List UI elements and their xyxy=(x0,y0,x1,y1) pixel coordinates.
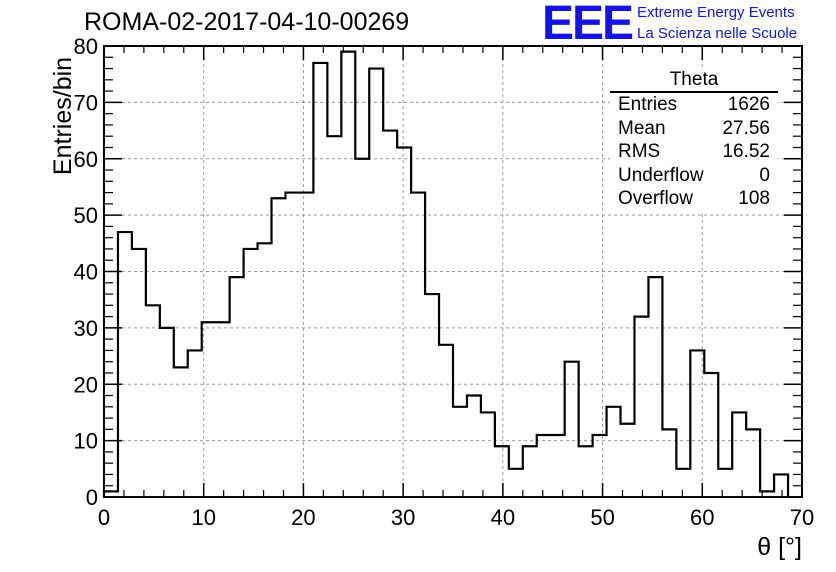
logo-caption-line2: La Scienza nelle Scuole xyxy=(637,25,798,42)
histogram-bin xyxy=(439,345,453,497)
histogram-bin xyxy=(411,193,425,497)
histogram-bin xyxy=(258,243,272,497)
histogram-bin xyxy=(285,193,299,497)
histogram-bin xyxy=(383,131,397,497)
histogram-bin xyxy=(718,469,732,497)
x-tick-label: 40 xyxy=(491,505,515,530)
histogram-bin xyxy=(579,446,593,497)
y-tick-label: 0 xyxy=(86,485,98,510)
histogram-bin xyxy=(648,277,662,497)
histogram-series xyxy=(102,50,790,497)
stats-value: 16.52 xyxy=(722,141,770,162)
histogram-bin xyxy=(676,469,690,497)
x-tick-label: 0 xyxy=(98,505,110,530)
y-tick-label: 30 xyxy=(74,316,98,341)
axis-ticks xyxy=(103,45,803,498)
histogram-bin xyxy=(132,249,146,497)
stats-row: RMS 16.52 xyxy=(610,140,778,164)
histogram-bin xyxy=(774,474,788,497)
histogram-bin xyxy=(634,317,648,497)
x-tick-label: 10 xyxy=(191,505,215,530)
histogram-bin xyxy=(551,435,565,497)
histogram-bin xyxy=(509,469,523,497)
histogram-bin xyxy=(188,350,202,497)
stats-value: 1626 xyxy=(727,94,770,115)
stats-value: 108 xyxy=(738,188,770,209)
histogram-bin xyxy=(607,407,621,497)
histogram-bin xyxy=(467,396,481,497)
stats-label: Mean xyxy=(618,117,666,139)
x-tick-label: 60 xyxy=(690,505,714,530)
x-tick-label: 50 xyxy=(590,505,614,530)
histogram-bin xyxy=(495,446,509,497)
histogram-bin xyxy=(732,412,746,497)
histogram-bin xyxy=(453,407,467,497)
x-tick-label: 70 xyxy=(790,505,814,530)
y-tick-label: 70 xyxy=(74,90,98,115)
stats-row: Entries 1626 xyxy=(610,93,778,117)
histogram-bin xyxy=(160,328,174,497)
histogram-bin xyxy=(369,69,383,497)
histogram-bin xyxy=(299,193,313,497)
y-tick-label: 60 xyxy=(74,147,98,172)
histogram-bin xyxy=(202,322,216,497)
stats-box: Theta Entries 1626 Mean 27.56 RMS 16.52 … xyxy=(610,70,778,211)
y-tick-label: 40 xyxy=(74,260,98,285)
x-tick-label: 30 xyxy=(391,505,415,530)
stats-value: 0 xyxy=(759,164,770,186)
y-tick-label: 10 xyxy=(74,429,98,454)
stats-label: Overflow xyxy=(618,188,693,209)
histogram-bin xyxy=(397,147,411,497)
histogram-bin xyxy=(313,63,327,497)
stats-label: Entries xyxy=(618,94,678,115)
histogram-bin xyxy=(425,294,439,497)
histogram-bin xyxy=(537,435,551,497)
histogram-bin xyxy=(216,322,230,497)
histogram-bin xyxy=(704,373,718,497)
histogram-bin xyxy=(523,446,537,497)
histogram-bin xyxy=(341,52,355,497)
histogram-bin xyxy=(565,362,579,497)
y-axis-label: Entries/bin xyxy=(49,56,77,176)
histogram-bin xyxy=(746,429,760,497)
y-tick-label: 50 xyxy=(74,203,98,228)
stats-label: RMS xyxy=(618,141,661,162)
histogram-bin xyxy=(621,424,635,497)
histogram-bin xyxy=(662,429,676,497)
x-axis-label: θ [°] xyxy=(757,533,802,561)
histogram-bin xyxy=(174,367,188,497)
stats-row: Mean 27.56 xyxy=(610,117,778,141)
stats-row: Underflow 0 xyxy=(610,164,778,188)
stats-row: Overflow 108 xyxy=(610,187,778,211)
histogram-bin xyxy=(244,249,258,497)
chart-title: ROMA-02-2017-04-10-00269 xyxy=(84,8,410,36)
histogram-bin xyxy=(690,350,704,497)
histogram-bin xyxy=(593,435,607,497)
axis-tick-labels: 0 10 20 30 40 50 60 70 0 10 20 30 40 50 60 70 80 xyxy=(74,34,815,530)
stats-title: Theta xyxy=(610,70,778,93)
y-tick-label: 20 xyxy=(74,372,98,397)
histogram-bin xyxy=(355,159,369,497)
x-tick-label: 20 xyxy=(291,505,315,530)
histogram-outline xyxy=(102,50,790,497)
stats-label: Underflow xyxy=(618,164,704,186)
histogram-bin xyxy=(146,305,160,497)
stats-value: 27.56 xyxy=(722,117,770,139)
y-tick-label: 80 xyxy=(74,34,98,59)
eee-logo: EEE xyxy=(542,0,634,50)
histogram-bin xyxy=(327,136,341,497)
histogram-bin xyxy=(230,277,244,497)
histogram-bin xyxy=(272,198,286,497)
histogram-bin xyxy=(481,412,495,497)
logo-caption-line1: Extreme Energy Events xyxy=(637,4,795,21)
